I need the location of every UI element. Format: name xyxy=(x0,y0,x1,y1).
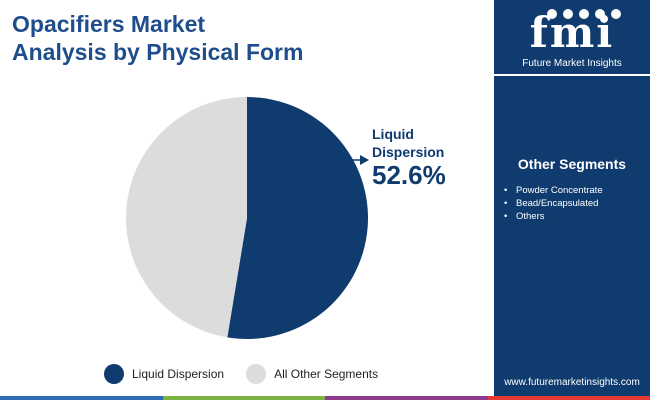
chart-title: Opacifiers Market Analysis by Physical F… xyxy=(12,10,303,66)
sidebar-panel: fmi Future Market Insights Other Segment… xyxy=(494,0,650,400)
pie-slice-liquid-dispersion xyxy=(227,97,368,339)
pie-slice-all-other-segments xyxy=(125,97,247,338)
logo-icons xyxy=(547,9,621,19)
segment-item-others: Others xyxy=(504,210,603,223)
callout-value: 52.6% xyxy=(372,160,446,190)
bottom-bar-segment-green xyxy=(162,396,325,400)
pie-chart xyxy=(125,97,369,339)
bottom-bar-segment-purple xyxy=(325,396,488,400)
chart-legend: Liquid Dispersion All Other Segments xyxy=(104,364,400,384)
bottom-bar-segment-blue xyxy=(0,396,163,400)
bottom-bar-segment-red xyxy=(487,396,650,400)
bottom-color-bar xyxy=(0,396,650,400)
legend-label-liquid-dispersion: Liquid Dispersion xyxy=(132,367,225,381)
title-line-2: Analysis by Physical Form xyxy=(12,39,304,65)
callout-label: Liquid Dispersion xyxy=(372,125,472,161)
logo-caption: Future Market Insights xyxy=(522,58,622,69)
other-segments-heading: Other Segments xyxy=(517,156,627,172)
title-line-1: Opacifiers Market xyxy=(12,11,206,37)
callout-label-line-1: Liquid xyxy=(372,126,414,142)
legend-item-all-other-segments: All Other Segments xyxy=(246,364,378,384)
callout-label-line-2: Dispersion xyxy=(372,144,445,160)
segment-item-powder-concentrate: Powder Concentrate xyxy=(504,184,603,197)
pie-slices xyxy=(125,97,368,339)
callout-arrow-icon xyxy=(360,155,369,165)
fmi-logo: fmi Future Market Insights xyxy=(508,6,636,72)
legend-label-all-other-segments: All Other Segments xyxy=(274,367,379,381)
other-segments-list: Powder Concentrate Bead/Encapsulated Oth… xyxy=(504,184,603,223)
segment-item-bead-encapsulated: Bead/Encapsulated xyxy=(504,197,603,210)
legend-swatch-all-other-segments xyxy=(246,364,267,384)
legend-item-liquid-dispersion: Liquid Dispersion xyxy=(104,364,224,384)
logo-wordmark: fmi xyxy=(529,8,615,57)
website-link[interactable]: www.futuremarketinsights.com xyxy=(504,377,640,388)
panel-divider xyxy=(494,74,650,76)
legend-swatch-liquid-dispersion xyxy=(104,364,124,384)
